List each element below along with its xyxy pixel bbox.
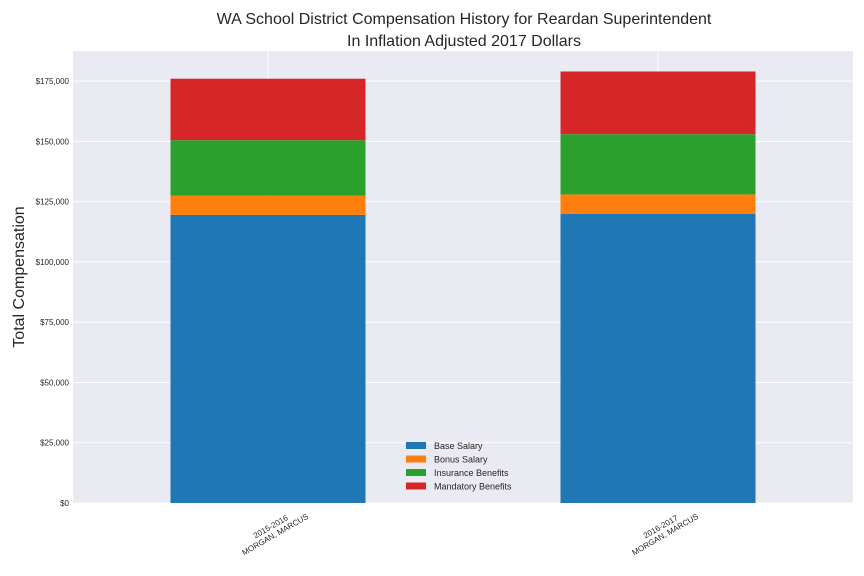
- bar-segment-bonus-salary: [560, 194, 756, 214]
- y-tick-label: $50,000: [40, 378, 69, 387]
- y-axis-label: Total Compensation: [11, 206, 28, 347]
- legend-label: Insurance Benefits: [434, 468, 509, 478]
- chart-subtitle: In Inflation Adjusted 2017 Dollars: [347, 33, 581, 50]
- bar-segment-mandatory-benefits: [560, 71, 756, 135]
- y-tick-label: $25,000: [40, 439, 69, 448]
- legend-label: Base Salary: [434, 441, 483, 451]
- bars: [170, 71, 756, 503]
- legend-label: Bonus Salary: [434, 455, 488, 465]
- legend-swatch: [406, 482, 426, 490]
- bar-segment-base-salary: [560, 213, 756, 503]
- y-tick-label: $100,000: [36, 258, 70, 267]
- y-tick-label: $150,000: [36, 137, 70, 146]
- legend-label: Mandatory Benefits: [434, 482, 512, 492]
- y-tick-label: $75,000: [40, 318, 69, 327]
- y-tick-label: $125,000: [36, 198, 70, 207]
- bar-segment-insurance-benefits: [170, 140, 366, 196]
- bar-segment-insurance-benefits: [560, 134, 756, 195]
- legend-swatch: [406, 455, 426, 463]
- legend-swatch: [406, 442, 426, 449]
- bar-segment-mandatory-benefits: [170, 78, 366, 141]
- legend: Base Salary Bonus Salary Insurance Benefit…: [406, 441, 512, 492]
- y-tick-labels: $0 $25,000 $50,000 $75,000 $100,000 $125,000 $…: [36, 77, 70, 508]
- y-tick-label: $175,000: [36, 77, 70, 86]
- chart-title: WA School District Compensation History …: [217, 11, 712, 28]
- bar-segment-bonus-salary: [170, 195, 366, 215]
- legend-swatch: [406, 469, 426, 476]
- bar-segment-base-salary: [170, 214, 366, 503]
- y-tick-label: $0: [60, 499, 69, 508]
